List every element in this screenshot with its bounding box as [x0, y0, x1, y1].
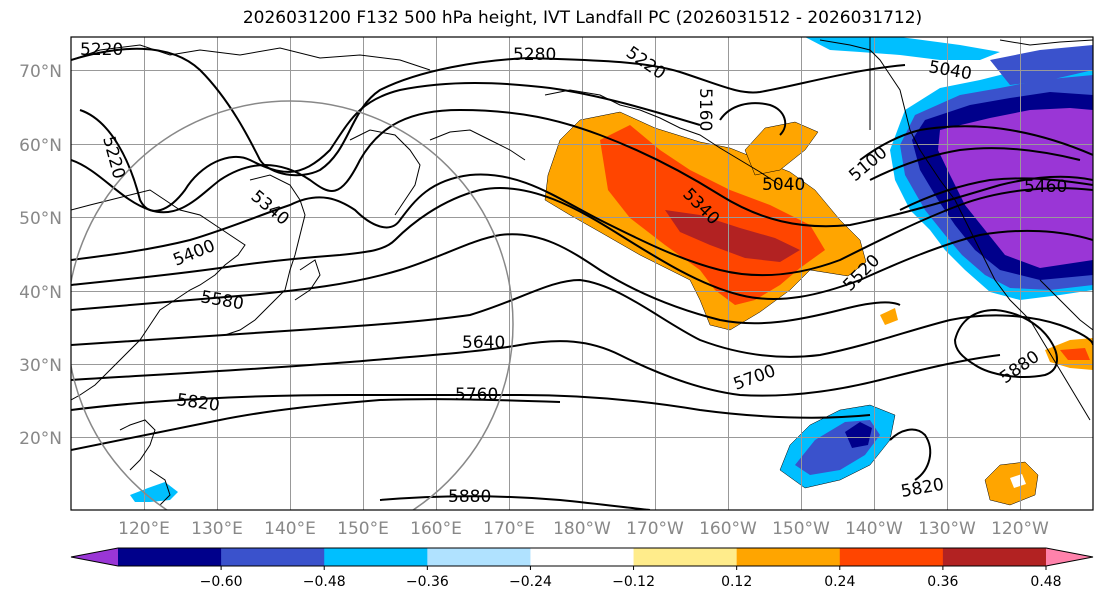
colorbar-tick-label: −0.36: [406, 574, 449, 590]
contour-label: 5280: [513, 45, 556, 65]
colorbar-extend-low: [71, 548, 118, 566]
map-title: 2026031200 F132 500 hPa height, IVT Land…: [242, 8, 923, 28]
colorbar-tick-label: −0.60: [200, 574, 243, 590]
colorbar-bin: [736, 548, 841, 566]
colorbar-tick-label: −0.24: [509, 574, 552, 590]
ivt-shading: [130, 37, 1093, 506]
lat-label: 70°N: [19, 62, 62, 82]
lon-label: 170°E: [483, 519, 535, 539]
colorbar-bin: [221, 548, 325, 566]
lon-label: 160°E: [410, 519, 462, 539]
lon-label: 120°E: [118, 519, 170, 539]
colorbar-tick-label: 0.24: [824, 574, 855, 590]
colorbar-tick-label: 0.36: [927, 574, 958, 590]
lon-label: 130°W: [918, 519, 976, 539]
contour-label: 5880: [448, 487, 491, 507]
contour-label: 5760: [455, 385, 498, 405]
height-contours: [71, 47, 1093, 510]
colorbar-extend-high: [1046, 548, 1093, 566]
lat-label: 40°N: [19, 283, 62, 303]
colorbar-bin: [942, 548, 1047, 566]
colorbar-tick-label: 0.48: [1030, 574, 1061, 590]
contour-label: 5460: [1024, 177, 1067, 197]
graticule: [71, 37, 1093, 510]
colorbar-bin: [427, 548, 531, 566]
colorbar-tick-label: −0.12: [612, 574, 655, 590]
lon-label: 180°W: [553, 519, 611, 539]
lat-labels: 70°N 60°N 50°N 40°N 30°N 20°N: [19, 62, 62, 449]
colorbar-bin: [118, 548, 222, 566]
map-frame: [70, 36, 1094, 511]
lon-label: 140°E: [264, 519, 316, 539]
lon-label: 140°W: [845, 519, 903, 539]
colorbar-bin: [324, 548, 428, 566]
colorbar-bin: [530, 548, 635, 566]
colorbar-tick-label: −0.48: [303, 574, 346, 590]
contour-label: 5040: [762, 175, 805, 195]
contour-label: 5640: [462, 333, 505, 353]
colorbar-bin: [839, 548, 944, 566]
colorbar: −0.60 −0.48 −0.36 −0.24 −0.12 0.12 0.24 0.36 0.4…: [70, 547, 1094, 590]
lat-label: 30°N: [19, 356, 62, 376]
region-circle: [71, 100, 514, 510]
colorbar-tick-label: 0.12: [721, 574, 752, 590]
colorbar-bin: [633, 548, 738, 566]
colorbar-outline: [70, 547, 1094, 567]
lon-label: 120°W: [991, 519, 1049, 539]
lon-label: 150°E: [337, 519, 389, 539]
contour-label: 5160: [695, 88, 715, 131]
lat-label: 50°N: [19, 209, 62, 229]
lon-label: 170°W: [626, 519, 684, 539]
lat-label: 60°N: [19, 136, 62, 156]
lon-label: 160°W: [699, 519, 757, 539]
contour-label: 5220: [80, 40, 123, 60]
lon-label: 150°W: [772, 519, 830, 539]
lon-labels: 120°E 130°E 140°E 150°E 160°E 170°E 180°…: [118, 519, 1049, 539]
lon-label: 130°E: [191, 519, 243, 539]
lat-label: 20°N: [19, 429, 62, 449]
